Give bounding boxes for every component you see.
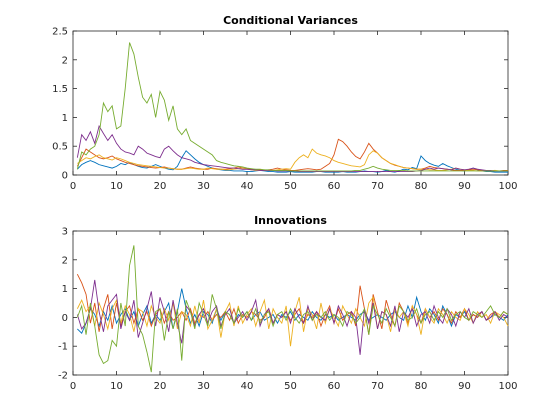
y-tick-label: 0 — [62, 313, 68, 324]
x-tick-label: 30 — [197, 181, 210, 192]
x-tick-label: 100 — [498, 181, 517, 192]
axes-box — [72, 30, 509, 176]
x-tick-label: 50 — [284, 181, 297, 192]
x-tick-label: 60 — [328, 381, 341, 392]
y-tick-label: -1 — [58, 342, 68, 353]
series-line-2 — [76, 138, 508, 172]
x-tick-label: 90 — [458, 381, 471, 392]
series-line-3 — [77, 148, 508, 172]
x-tick-label: 0 — [70, 181, 76, 192]
x-tick-label: 20 — [154, 181, 167, 192]
x-tick-label: 40 — [241, 381, 254, 392]
y-tick-label: 3 — [62, 227, 68, 238]
y-tick-label: 0 — [62, 171, 68, 182]
series-line-4 — [76, 279, 509, 355]
x-tick-label: 70 — [371, 381, 384, 392]
y-tick-label: -2 — [58, 371, 68, 382]
x-tick-label: 60 — [328, 181, 341, 192]
y-tick-label: 2 — [62, 55, 68, 66]
innovations-panel: Innovations 0 10 20 30 40 50 60 70 80 90 100 -2 -1 0 1 2… — [58, 214, 518, 392]
series-line-5 — [76, 42, 508, 172]
x-tick-label: 80 — [415, 181, 428, 192]
x-tick-label: 70 — [371, 181, 384, 192]
x-tick-label: 90 — [458, 181, 471, 192]
x-tick-label: 30 — [197, 381, 210, 392]
chart-title: Innovations — [254, 214, 327, 227]
x-tick-label: 10 — [110, 381, 123, 392]
x-tick-label: 100 — [498, 381, 517, 392]
y-tick-label: 0.5 — [52, 142, 68, 153]
x-tick-label: 20 — [154, 381, 167, 392]
x-tick-label: 40 — [241, 181, 254, 192]
series-line-5 — [76, 245, 509, 373]
y-tick-label: 2 — [62, 255, 68, 266]
x-tick-label: 50 — [284, 381, 297, 392]
y-tick-label: 1 — [62, 284, 68, 295]
chart-title: Conditional Variances — [223, 14, 358, 27]
axes-box — [72, 230, 509, 376]
y-tick-label: 1.5 — [52, 84, 68, 95]
y-tick-label: 1 — [62, 113, 68, 124]
x-tick-label: 80 — [415, 381, 428, 392]
y-tick-label: 2.5 — [52, 27, 68, 38]
x-tick-label: 0 — [70, 381, 76, 392]
x-tick-label: 10 — [110, 181, 123, 192]
